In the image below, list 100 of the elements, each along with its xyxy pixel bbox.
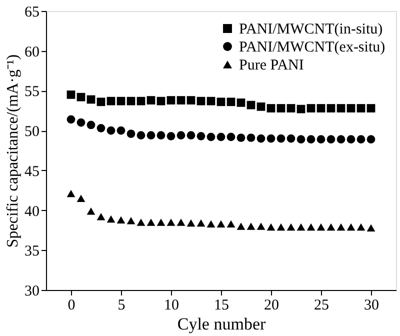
point [176,131,186,140]
point [206,132,216,142]
point [286,134,296,143]
point [126,130,136,138]
point [366,224,376,232]
point [96,98,106,106]
point [256,222,266,230]
y-tick-label: 30 [24,284,40,300]
point [186,219,196,227]
y-tick-label: 65 [24,4,40,20]
point [76,118,86,127]
legend-label: PANI/MWCNT(in-situ) [239,22,383,38]
point [346,135,356,144]
point [266,104,276,112]
point [266,134,276,143]
point [336,104,346,112]
point [196,132,206,140]
point [186,96,196,104]
point [126,96,136,106]
point [66,190,76,198]
point [176,218,186,226]
point [146,96,156,104]
point [336,135,346,144]
point [276,223,286,231]
point [226,132,236,142]
point [106,126,116,135]
point [346,223,356,231]
x-tick-label: 20 [264,298,279,314]
point [96,124,106,132]
point [286,223,296,231]
point [146,218,156,226]
point [216,132,226,142]
point [256,102,266,111]
y-tick-label: 55 [24,84,40,100]
point [146,131,156,140]
point [316,104,326,112]
point [266,223,276,231]
point [86,120,96,130]
point [306,135,316,144]
point [306,104,316,112]
point [166,218,176,226]
y-tick-label: 35 [24,244,40,260]
point [76,194,86,202]
point [226,98,236,106]
point [316,223,326,231]
point [86,207,96,215]
point [136,96,146,106]
point [236,222,246,230]
point [86,95,96,104]
point [326,223,336,231]
point [156,218,166,226]
point [96,213,106,220]
x-tick-label: 25 [314,298,329,314]
point [196,219,206,227]
point [296,135,306,144]
y-tick-label: 40 [24,204,40,220]
y-tick-label: 45 [24,164,40,180]
point [226,220,236,228]
point [246,134,256,142]
point [106,215,116,223]
point [156,96,166,106]
point [246,100,256,110]
legend-label: PANI/MWCNT(ex-situ) [239,40,386,56]
point [256,134,266,143]
point [76,92,86,102]
point [126,217,136,224]
point [216,220,226,228]
point [166,132,176,140]
point [346,104,356,112]
y-tick-label: 60 [24,44,40,60]
point [156,131,166,140]
x-tick-label: 15 [214,298,229,314]
point [206,220,216,228]
point [336,223,346,231]
point [236,134,246,142]
point [286,104,296,112]
point [366,135,376,144]
point [246,222,256,230]
x-tick-label: 0 [68,298,76,314]
legend-label: Pure PANI [239,58,304,74]
x-tick-label: 5 [118,298,126,314]
point [366,104,376,112]
point [356,223,366,231]
point [296,223,306,231]
point [116,126,126,135]
point [316,135,326,144]
point [186,131,196,140]
point [166,96,176,104]
point [296,104,306,114]
point [326,104,336,112]
point [306,223,316,231]
point [176,96,186,104]
point [136,131,146,140]
point [326,135,336,144]
y-axis-title: Specific capacitance/(mA·g⁻¹) [4,54,22,248]
point [276,104,286,112]
point [66,90,76,99]
point [106,96,116,106]
point [66,115,76,124]
x-tick-label: 10 [164,298,179,314]
